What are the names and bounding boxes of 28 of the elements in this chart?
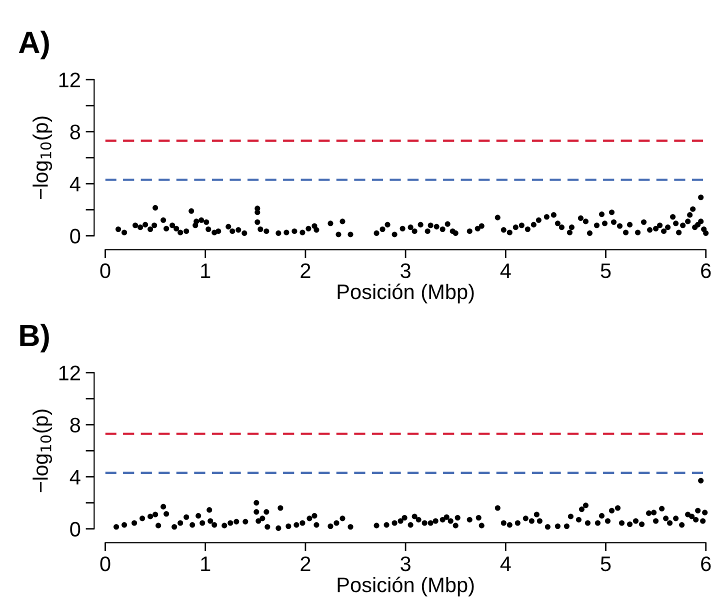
x-tick-label: 5 [600, 264, 611, 278]
x-tick-label: 4 [500, 556, 511, 572]
x-tick-label: 3 [400, 556, 410, 572]
y-axis-title: −log$_{10}$(p) [32, 116, 52, 200]
y-tick-label: 8 [70, 418, 80, 432]
x-tick-label: 1 [201, 556, 210, 572]
x-tick-label: 6 [701, 263, 711, 278]
y-tick-label: 8 [70, 124, 80, 140]
y-tick-label: 4 [70, 470, 80, 484]
x-axis-title: Posición (Mbp) [338, 284, 474, 304]
x-tick-label: 3 [400, 263, 410, 278]
y-tick-label: 12 [59, 366, 80, 380]
x-tick-label: 5 [600, 556, 611, 572]
y-tick-label: 12 [59, 72, 80, 88]
x-axis-title: Posición (Mbp) [338, 576, 474, 596]
x-tick-label: 4 [500, 264, 511, 278]
y-tick-label: 0 [70, 228, 80, 244]
chart-title: A) [18, 30, 49, 60]
y-tick-label: 4 [70, 176, 80, 192]
y-tick-label: 0 [70, 522, 80, 537]
x-tick-label: 0 [100, 263, 110, 278]
x-tick-label: 2 [300, 263, 310, 278]
x-tick-label: 0 [100, 556, 110, 572]
x-tick-label: 2 [300, 556, 310, 572]
x-tick-label: 1 [201, 264, 210, 278]
chart-title: B) [20, 324, 49, 352]
y-axis-title: −log$_{10}$(p) [32, 410, 52, 492]
x-tick-label: 6 [701, 556, 711, 572]
